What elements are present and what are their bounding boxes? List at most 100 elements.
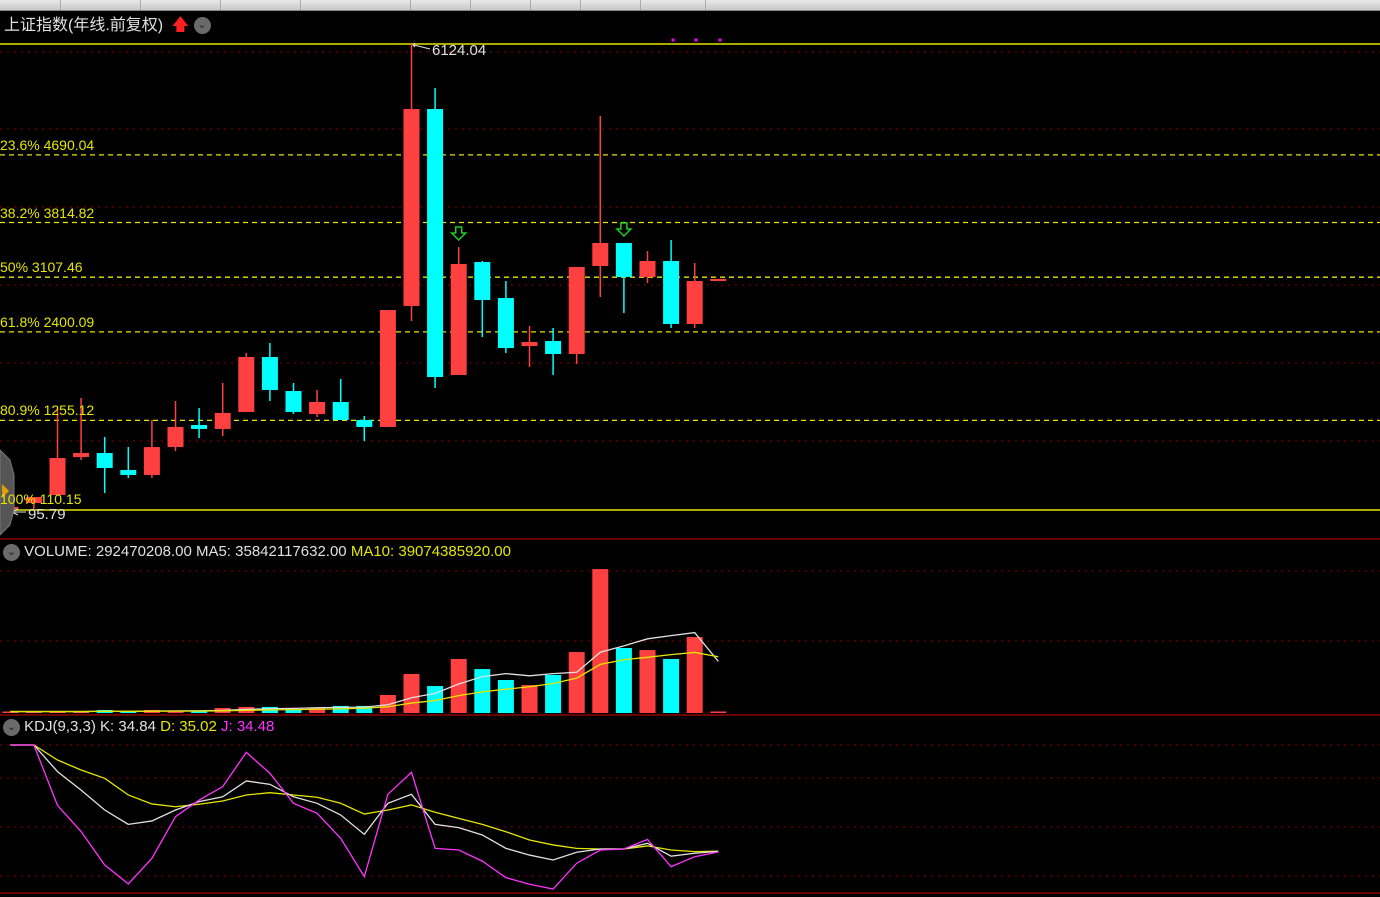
volume-bar xyxy=(474,669,491,713)
volume-bar xyxy=(686,637,703,713)
volume-bar xyxy=(285,708,302,713)
volume-bar xyxy=(450,658,467,713)
toolbar-tab[interactable] xyxy=(530,0,581,10)
toolbar-tab[interactable] xyxy=(0,0,61,10)
candle-up xyxy=(450,264,467,376)
volume-bar xyxy=(639,650,656,713)
volume-bar xyxy=(191,710,208,713)
volume-bar xyxy=(167,710,184,713)
candle-up xyxy=(73,453,90,458)
fib-level-label: 61.8% 2400.09 xyxy=(0,313,95,330)
candle-up xyxy=(238,357,255,412)
volume-bar xyxy=(592,569,609,713)
volume-bar xyxy=(663,658,680,713)
kdj-header: ⌄ KDJ(9,3,3) K: 34.84 D: 35.02 J: 34.48 xyxy=(3,717,274,737)
scroll-right-arrow-icon xyxy=(2,484,9,498)
ma5-label: MA5: 35842117632.00 xyxy=(195,543,347,560)
top-toolbar xyxy=(0,0,1380,11)
chart-title: 上证指数(年线.前复权) xyxy=(4,17,164,34)
candle-up xyxy=(379,310,396,427)
toolbar-tab[interactable] xyxy=(140,0,221,10)
volume-bar xyxy=(568,652,585,713)
toolbar-tab[interactable] xyxy=(470,0,531,10)
candle-down xyxy=(474,261,491,301)
signal-marker xyxy=(694,38,698,42)
candle-down xyxy=(120,470,137,475)
candle-up xyxy=(309,401,326,414)
candle-down xyxy=(427,109,444,378)
candle-up xyxy=(710,279,727,282)
candle-down xyxy=(96,453,113,469)
candle-up xyxy=(214,412,231,429)
chevron-down-icon[interactable]: ⌄ xyxy=(193,17,211,35)
candle-up xyxy=(592,242,609,267)
kdj-label: KDJ(9,3,3) xyxy=(24,718,96,735)
volume-bar xyxy=(521,685,538,713)
volume-bar xyxy=(403,673,420,713)
candle-down xyxy=(615,242,632,277)
volume-bar xyxy=(545,674,562,713)
d-label: D: 35.02 xyxy=(160,718,217,735)
chevron-down-icon[interactable]: ⌄ xyxy=(3,718,20,736)
fib-level-label: 50% 3107.46 xyxy=(0,259,83,276)
candle-up xyxy=(25,496,42,504)
candle-up xyxy=(686,281,703,324)
ma10-label: MA10: 39074385920.00 xyxy=(350,543,511,560)
signal-marker xyxy=(718,38,722,42)
toolbar-tab[interactable] xyxy=(580,0,641,10)
volume-bar xyxy=(73,711,90,713)
fib-level-label: 38.2% 3814.82 xyxy=(0,204,95,221)
candle-up xyxy=(49,458,66,495)
volume-bar xyxy=(120,711,137,713)
candle-down xyxy=(261,357,278,391)
toolbar-tab[interactable] xyxy=(60,0,141,10)
volume-bar xyxy=(25,711,42,713)
candle-down xyxy=(497,298,514,349)
candle-up xyxy=(167,426,184,448)
green-down-arrow-icon xyxy=(449,226,468,242)
toolbar-tab[interactable] xyxy=(410,0,471,10)
ma10-line xyxy=(10,651,719,713)
low-price-label: 95.79 xyxy=(28,506,66,523)
toolbar-tab[interactable] xyxy=(300,0,411,10)
toolbar-tab[interactable] xyxy=(645,0,706,10)
candle-up xyxy=(521,342,538,347)
volume-bar xyxy=(356,705,373,713)
volume-bar xyxy=(497,680,514,713)
j-label: J: 34.48 xyxy=(221,718,275,735)
candle-up xyxy=(143,447,160,475)
signal-marker xyxy=(671,38,675,42)
ma5-line xyxy=(10,631,719,713)
chevron-down-icon[interactable]: ⌄ xyxy=(3,543,20,561)
candle-up xyxy=(568,267,585,354)
kdj-j-line xyxy=(10,744,719,890)
fib-level-label: 100% 110.15 xyxy=(0,490,82,507)
candle-down xyxy=(191,425,208,429)
kdj-d-line xyxy=(10,744,719,853)
red-up-arrow-icon: 🡅 xyxy=(171,15,190,34)
candle-down xyxy=(663,260,680,324)
toolbar-tab[interactable] xyxy=(220,0,301,10)
green-down-arrow-icon xyxy=(615,222,633,238)
volume-header: ⌄ VOLUME: 292470208.00 MA5: 35842117632.… xyxy=(3,542,511,562)
candle-down xyxy=(545,341,562,354)
volume-bar xyxy=(2,711,19,713)
candle-up xyxy=(639,260,656,277)
candle-down xyxy=(356,420,373,427)
high-price-label: 6124.04 xyxy=(432,42,487,59)
fib-level-label: 23.6% 4690.04 xyxy=(0,136,95,153)
volume-bar xyxy=(710,711,727,713)
volume-bar xyxy=(379,694,396,713)
volume-bar xyxy=(309,707,326,713)
volume-bar xyxy=(615,648,632,713)
candle-down xyxy=(285,391,302,412)
candle-down xyxy=(332,401,349,421)
volume-bar xyxy=(49,711,66,713)
volume-label: VOLUME: 292470208.00 xyxy=(24,543,192,560)
fib-level-label: 80.9% 1255.12 xyxy=(0,402,95,419)
volume-bar xyxy=(427,686,444,713)
kdj-k-line xyxy=(10,744,719,861)
k-label: K: 34.84 xyxy=(100,718,156,735)
price-header: 上证指数(年线.前复权) 🡅 ⌄ xyxy=(4,15,211,36)
